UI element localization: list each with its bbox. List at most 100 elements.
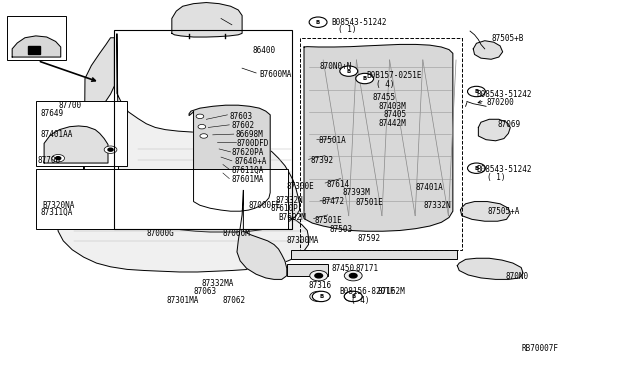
Polygon shape [12, 36, 61, 57]
Bar [291, 250, 458, 259]
Circle shape [198, 125, 205, 129]
Text: 87503: 87503 [330, 225, 353, 234]
Circle shape [467, 163, 485, 173]
Text: 87066M: 87066M [223, 229, 251, 238]
Text: B: B [474, 89, 479, 94]
Text: B0B157-0251E: B0B157-0251E [366, 71, 422, 80]
Text: 87455: 87455 [372, 93, 396, 102]
Text: ( 4): ( 4) [376, 80, 395, 89]
Text: B08156-820lF: B08156-820lF [339, 287, 395, 296]
Text: 86400: 86400 [253, 46, 276, 55]
Text: 87472: 87472 [321, 197, 344, 206]
Text: 87611QA: 87611QA [232, 166, 264, 175]
Polygon shape [117, 34, 300, 232]
Text: ( 1): ( 1) [338, 25, 356, 34]
Text: 87000G: 87000G [147, 229, 174, 238]
Text: B7600MA: B7600MA [259, 70, 292, 79]
Text: 87649: 87649 [40, 109, 63, 118]
Text: 87505+A: 87505+A [487, 207, 520, 216]
Text: 87501E: 87501E [315, 216, 342, 225]
Text: B: B [316, 20, 320, 25]
Text: RB70007F: RB70007F [521, 344, 558, 353]
Circle shape [200, 134, 207, 138]
Text: B: B [347, 68, 351, 74]
Text: 87603: 87603 [229, 112, 252, 121]
Text: 87301MA: 87301MA [167, 296, 199, 305]
Circle shape [467, 86, 485, 97]
Text: 87614: 87614 [326, 180, 349, 189]
Circle shape [344, 291, 362, 302]
Text: 86698M: 86698M [236, 130, 264, 140]
Text: 87501E: 87501E [355, 198, 383, 207]
Polygon shape [461, 202, 510, 221]
Text: B08543-51242: B08543-51242 [476, 90, 532, 99]
Polygon shape [237, 190, 287, 279]
Circle shape [356, 73, 374, 84]
Text: 87393M: 87393M [342, 188, 370, 197]
Polygon shape [44, 126, 108, 163]
Circle shape [108, 148, 113, 151]
Text: 87401AA: 87401AA [40, 130, 73, 140]
Circle shape [310, 291, 328, 302]
Circle shape [344, 270, 362, 281]
Text: B: B [351, 294, 355, 299]
Text: 87708: 87708 [38, 156, 61, 165]
Text: 87316: 87316 [308, 281, 332, 290]
Text: 87063: 87063 [193, 287, 217, 296]
Polygon shape [473, 41, 502, 59]
Circle shape [56, 157, 61, 160]
Text: 87602: 87602 [232, 122, 255, 131]
Text: 87592: 87592 [357, 234, 380, 243]
Text: 87162M: 87162M [378, 287, 405, 296]
Circle shape [104, 146, 117, 153]
Circle shape [340, 66, 358, 76]
Text: 87501A: 87501A [319, 136, 346, 145]
Circle shape [315, 294, 323, 299]
Text: B08543-51242: B08543-51242 [332, 18, 387, 27]
Circle shape [196, 114, 204, 119]
Circle shape [309, 17, 327, 28]
Text: 870200: 870200 [486, 98, 514, 107]
Text: B: B [319, 294, 323, 299]
Text: 87392: 87392 [310, 156, 333, 165]
Text: 87405: 87405 [384, 110, 407, 119]
Bar [28, 46, 40, 54]
Text: 87171: 87171 [355, 264, 378, 273]
Text: 87505+B: 87505+B [491, 34, 524, 43]
Text: 87601MA: 87601MA [232, 175, 264, 184]
Circle shape [349, 273, 357, 278]
Circle shape [310, 270, 328, 281]
Text: 87069: 87069 [497, 121, 521, 129]
Text: 870N0+N: 870N0+N [320, 62, 353, 71]
Text: 87640+A: 87640+A [234, 157, 267, 166]
Text: 87610P: 87610P [270, 205, 298, 214]
Text: 8700DFD: 8700DFD [237, 139, 269, 148]
Text: 87332MA: 87332MA [202, 279, 234, 288]
Circle shape [349, 294, 357, 299]
Circle shape [52, 154, 65, 162]
Text: ( 1): ( 1) [487, 173, 506, 182]
FancyBboxPatch shape [36, 101, 127, 166]
Text: 87332N: 87332N [275, 196, 303, 205]
Circle shape [312, 291, 330, 302]
Text: 87332N: 87332N [424, 201, 451, 210]
Circle shape [315, 273, 323, 278]
Bar [287, 264, 328, 276]
Text: B: B [474, 166, 479, 171]
Polygon shape [84, 38, 115, 230]
FancyBboxPatch shape [36, 169, 288, 229]
Polygon shape [458, 258, 523, 279]
Polygon shape [478, 119, 510, 141]
Polygon shape [172, 3, 242, 37]
Text: 87000FE: 87000FE [248, 201, 281, 210]
Polygon shape [304, 44, 453, 231]
Text: 87300E: 87300E [287, 182, 314, 191]
FancyBboxPatch shape [7, 16, 66, 60]
Polygon shape [57, 200, 308, 272]
Text: 87403M: 87403M [379, 102, 406, 111]
Text: B: B [363, 76, 367, 81]
Text: 870N0: 870N0 [505, 272, 529, 281]
Polygon shape [189, 105, 270, 211]
Text: ( 4): ( 4) [351, 296, 369, 305]
Text: B08543-51242: B08543-51242 [476, 165, 532, 174]
